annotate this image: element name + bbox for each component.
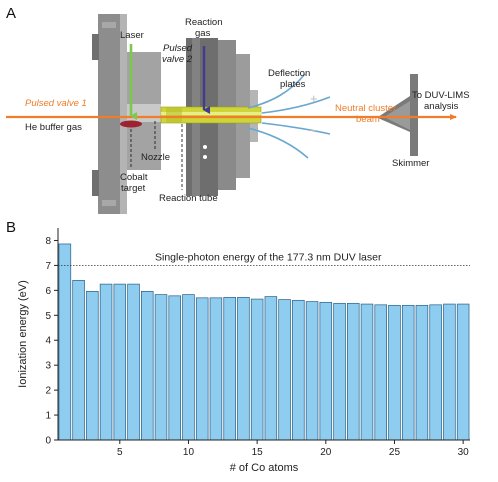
bar-co-9 — [168, 295, 181, 441]
pulsed-valve-2-label-2: valve 2 — [162, 54, 193, 65]
bar-co-10 — [182, 294, 195, 441]
bar-co-25 — [388, 304, 401, 441]
y-tick-label: 5 — [45, 311, 51, 322]
bar-co-29 — [443, 303, 456, 441]
bar-co-12 — [209, 297, 223, 441]
neutral-cluster-beam-label-2: beam — [356, 114, 380, 125]
panel-a-label: A — [6, 5, 16, 22]
bar-co-3 — [86, 291, 99, 441]
reaction-tube-label: Reaction tube — [159, 193, 218, 204]
nozzle-label: Nozzle — [141, 152, 170, 163]
bar-co-19 — [305, 301, 319, 441]
bar-co-24 — [374, 304, 387, 441]
cobalt-target-label-2: target — [121, 183, 146, 194]
x-tick-label: 25 — [389, 447, 401, 458]
reaction-gas-label-2: gas — [195, 28, 211, 39]
bar-co-20 — [319, 301, 333, 441]
y-tick-label: 3 — [45, 361, 51, 372]
to-duv-lims-label-1: To DUV-LIMS — [412, 90, 470, 101]
y-tick-label: 2 — [45, 386, 51, 397]
bar-co-17 — [278, 299, 291, 441]
minus-sign: − — [310, 123, 318, 138]
neutral-cluster-beam-label-1: Neutral cluster — [335, 103, 396, 114]
source-chamber-flange — [92, 14, 127, 214]
x-tick-label: 15 — [252, 447, 264, 458]
bar-co-16 — [264, 296, 278, 441]
deflection-plates — [247, 73, 331, 159]
cobalt-target-label-1: Cobalt — [120, 172, 148, 183]
bar-co-30 — [456, 303, 470, 441]
bar-co-27 — [415, 304, 429, 441]
y-axis-title: Ionization energy (eV) — [17, 280, 29, 388]
bar-co-18 — [292, 299, 305, 441]
leader-lines — [130, 121, 183, 190]
bar-series — [58, 243, 470, 441]
bar-co-5 — [113, 283, 127, 441]
bar-co-22 — [347, 302, 360, 441]
x-tick-label: 20 — [320, 447, 332, 458]
he-buffer-gas-label: He buffer gas — [25, 122, 82, 133]
x-axis-title: # of Co atoms — [230, 462, 299, 474]
to-duv-lims-label-2: analysis — [424, 101, 459, 112]
bar-co-8 — [154, 294, 168, 441]
panel-b-label: B — [6, 219, 16, 236]
pulsed-valve-2-label-1: Pulsed — [163, 43, 193, 54]
deflection-plates-label-1: Deflection — [268, 68, 310, 79]
reaction-gas-label-1: Reaction — [185, 17, 223, 28]
cobalt-target — [120, 120, 142, 128]
bar-co-1 — [58, 243, 72, 441]
skimmer — [378, 74, 418, 156]
bar-co-6 — [127, 283, 140, 441]
plus-sign: + — [310, 91, 318, 106]
y-tick-label: 7 — [45, 261, 51, 272]
bar-co-15 — [250, 298, 264, 441]
bar-co-4 — [99, 283, 113, 441]
source-block — [127, 52, 161, 170]
reference-line-label: Single-photon energy of the 177.3 nm DUV… — [155, 251, 382, 263]
bar-co-23 — [360, 303, 374, 441]
chart-axes: 0 1 2 3 4 5 6 7 8 5 10 15 20 25 30 — [45, 228, 470, 458]
x-tick-label: 5 — [117, 447, 123, 458]
deflection-plates-label-2: plates — [280, 79, 306, 90]
x-tick-label: 10 — [183, 447, 195, 458]
laser-label: Laser — [120, 30, 144, 41]
bar-co-14 — [237, 296, 250, 441]
x-tick-label: 30 — [458, 447, 470, 458]
y-tick-label: 8 — [45, 236, 51, 247]
panel-b: B 0 1 2 3 4 5 6 7 8 5 10 15 20 25 30 Single-photon ene… — [6, 219, 470, 474]
pulsed-valve-1-label: Pulsed valve 1 — [25, 98, 87, 109]
bar-co-11 — [195, 297, 209, 441]
bar-co-13 — [223, 296, 236, 441]
panel-a: A — [6, 5, 470, 214]
bar-co-28 — [429, 304, 442, 441]
bar-co-26 — [401, 304, 415, 441]
skimmer-label: Skimmer — [392, 158, 429, 169]
y-tick-label: 4 — [45, 336, 51, 347]
y-tick-label: 1 — [45, 411, 51, 422]
y-tick-label: 6 — [45, 286, 51, 297]
bar-co-2 — [72, 280, 85, 441]
bar-co-21 — [333, 302, 346, 441]
bar-co-7 — [141, 291, 154, 441]
y-tick-label: 0 — [45, 436, 51, 447]
reaction-tube — [160, 106, 262, 124]
